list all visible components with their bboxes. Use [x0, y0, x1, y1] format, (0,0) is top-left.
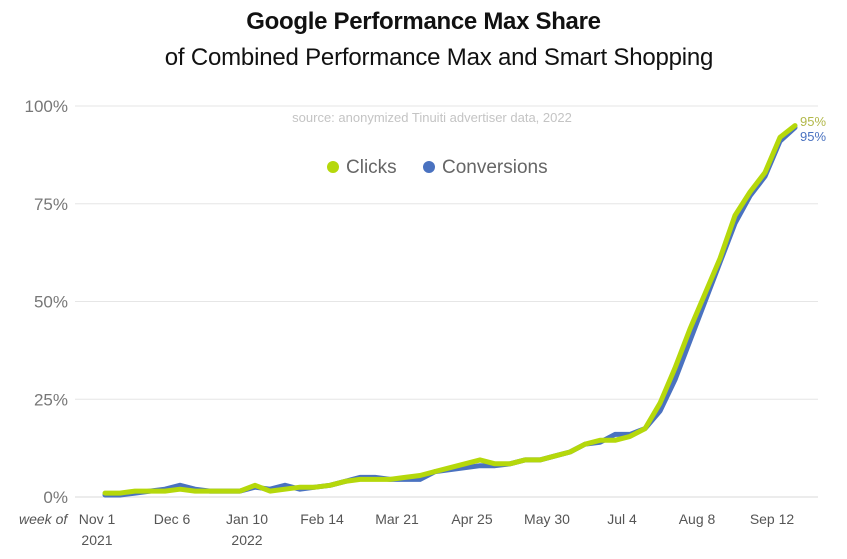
- x-tick-label: Aug 8: [679, 511, 716, 527]
- y-tick-label: 0%: [43, 488, 68, 507]
- x-tick-label: Nov 1: [79, 511, 116, 527]
- series-layer: [102, 123, 798, 498]
- x-tick-label: Sep 12: [750, 511, 795, 527]
- clicks-end-label: 95%: [800, 114, 826, 129]
- x-tick-sublabel: 2022: [231, 532, 262, 548]
- legend-clicks-marker: [327, 161, 339, 173]
- legend-clicks-label: Clicks: [346, 157, 397, 178]
- y-tick-label: 75%: [34, 195, 68, 214]
- y-tick-label: 25%: [34, 390, 68, 409]
- x-tick-label: Jul 4: [607, 511, 637, 527]
- legend-conversions-label: Conversions: [442, 157, 548, 178]
- y-tick-label: 50%: [34, 293, 68, 312]
- source-note: source: anonymized Tinuiti advertiser da…: [292, 110, 572, 125]
- x-tick-label: Jan 10: [226, 511, 268, 527]
- grid-layer: [75, 105, 818, 498]
- chart-subtitle: of Combined Performance Max and Smart Sh…: [164, 44, 714, 71]
- x-axis-label: week of: [19, 511, 69, 527]
- x-tick-label: Dec 6: [154, 511, 191, 527]
- series-line-clicks: [102, 123, 798, 496]
- legend: Clicks Conversions: [327, 157, 548, 178]
- series-line-conversions: [102, 125, 798, 498]
- chart-title: Google Performance Max Share: [246, 8, 601, 35]
- x-tick-label: Mar 21: [375, 511, 419, 527]
- x-tick-label: Feb 14: [300, 511, 344, 527]
- conversions-end-label: 95%: [800, 129, 826, 144]
- x-tick-sublabel: 2021: [81, 532, 112, 548]
- x-tick-label: May 30: [524, 511, 570, 527]
- y-tick-label: 100%: [25, 97, 68, 116]
- axis-layer: 0% 25% 50% 75% 100% week of Nov 1 2021 Dec 6 Jan …: [19, 97, 794, 548]
- x-tick-label: Apr 25: [451, 511, 492, 527]
- legend-conversions-marker: [423, 161, 435, 173]
